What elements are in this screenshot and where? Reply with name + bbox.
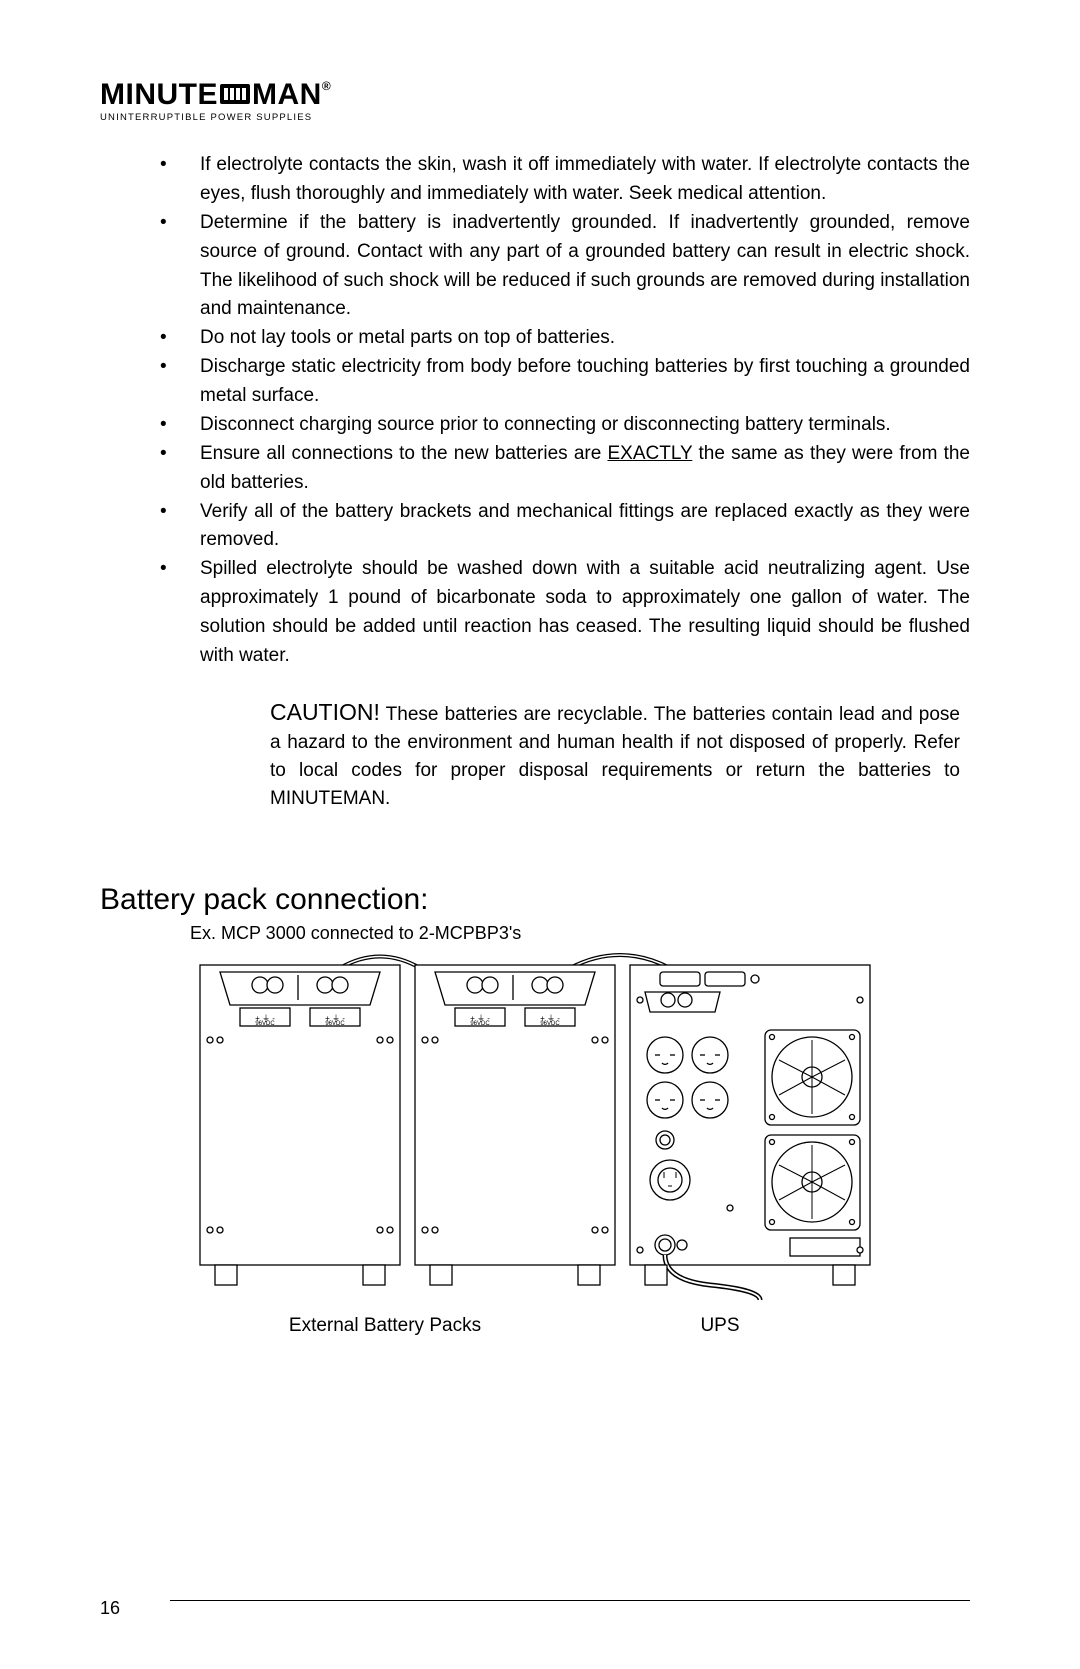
- bullet-item: If electrolyte contacts the skin, wash i…: [160, 151, 970, 209]
- bullet-item: Spilled electrolyte should be washed dow…: [160, 555, 970, 671]
- svg-text:96VDC: 96VDC: [325, 1021, 345, 1027]
- logo-word-right: MAN: [252, 78, 322, 111]
- logo-wordmark: MINUTE MAN®: [100, 80, 970, 110]
- bullet-item: Discharge static electricity from body b…: [160, 353, 970, 411]
- connection-diagram: + ⏚ - 96VDC + ⏚ - 96VDC: [190, 950, 970, 1305]
- diagram-svg: + ⏚ - 96VDC + ⏚ - 96VDC: [190, 950, 890, 1300]
- logo-mark-icon: [218, 82, 252, 106]
- bullet-item: Do not lay tools or metal parts on top o…: [160, 324, 970, 353]
- svg-text:96VDC: 96VDC: [255, 1021, 275, 1027]
- logo-tagline: UNINTERRUPTIBLE POWER SUPPLIES: [100, 112, 970, 123]
- caution-paragraph: CAUTION! These batteries are recyclable.…: [270, 695, 970, 813]
- section-heading: Battery pack connection:: [100, 883, 970, 917]
- example-caption: Ex. MCP 3000 connected to 2-MCPBP3's: [190, 923, 970, 944]
- brand-logo: MINUTE MAN® UNINTERRUPTIBLE POWER SUPPLIE…: [100, 80, 970, 123]
- diagram-labels-row: External Battery Packs UPS: [190, 1315, 970, 1337]
- document-page: MINUTE MAN® UNINTERRUPTIBLE POWER SUPPLIE…: [0, 0, 1080, 1669]
- bullet-exact-pre: Ensure all connections to the new batter…: [200, 443, 607, 464]
- svg-text:96VDC: 96VDC: [470, 1021, 490, 1027]
- caution-word: CAUTION!: [270, 699, 380, 725]
- label-ups: UPS: [620, 1315, 820, 1337]
- bullet-item: Disconnect charging source prior to conn…: [160, 411, 970, 440]
- bullet-exact-word: EXACTLY: [607, 443, 692, 464]
- logo-word-left: MINUTE: [100, 78, 218, 111]
- safety-bullet-list: If electrolyte contacts the skin, wash i…: [100, 151, 970, 671]
- logo-registered: ®: [322, 79, 331, 93]
- footer-rule: [170, 1600, 970, 1601]
- svg-text:96VDC: 96VDC: [540, 1021, 560, 1027]
- page-number: 16: [100, 1598, 120, 1619]
- bullet-item: Determine if the battery is inadvertentl…: [160, 209, 970, 325]
- bullet-item: Verify all of the battery brackets and m…: [160, 498, 970, 556]
- label-external-packs: External Battery Packs: [190, 1315, 580, 1337]
- bullet-item: Ensure all connections to the new batter…: [160, 440, 970, 498]
